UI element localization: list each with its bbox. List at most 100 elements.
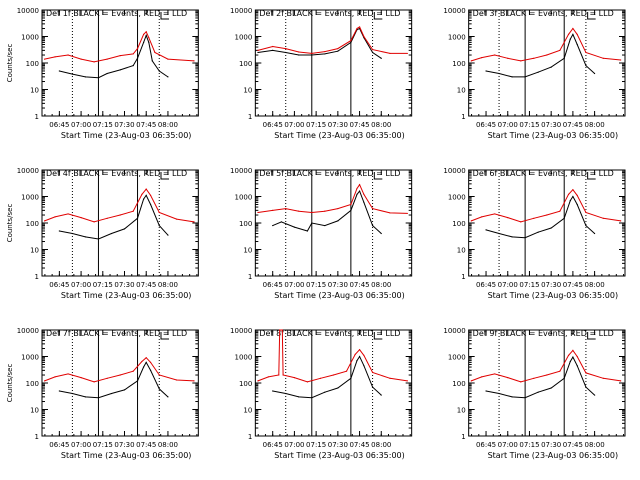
lld-data-point	[132, 53, 134, 55]
events-data-point	[380, 394, 382, 396]
plot-frame	[468, 329, 626, 437]
y-tick-label: 100	[26, 220, 39, 228]
events-series-line	[485, 33, 595, 78]
x-tick-label: 08:00	[585, 441, 605, 449]
lld-data-point	[324, 210, 326, 212]
plot-frame	[41, 169, 199, 277]
x-tick-label: 07:15	[93, 441, 113, 449]
events-data-point	[119, 69, 121, 71]
lld-data-point	[494, 373, 496, 375]
lld-data-point	[54, 216, 56, 218]
lld-data-point	[319, 377, 322, 379]
lld-data-point	[324, 50, 326, 53]
lld-series-line	[471, 188, 621, 223]
x-tick-label: 07:45	[349, 121, 369, 129]
events-data-point	[110, 392, 113, 395]
y-tick-label: 1	[248, 113, 252, 121]
lld-data-point	[520, 60, 522, 62]
chart-panel: Det 4f BLACK = Events, RED = LLD Counts/s…	[6, 167, 199, 300]
events-data-point	[337, 387, 339, 389]
chart-title: Det 8f BLACK = Events, RED = LLD	[259, 329, 400, 338]
lld-data-point	[350, 203, 352, 206]
x-tick-label: 07:00	[284, 441, 304, 449]
lld-data-point	[44, 380, 46, 382]
step-marker	[160, 12, 169, 20]
x-tick-label: 07:00	[498, 121, 518, 129]
events-data-point	[158, 224, 160, 227]
x-tick-label: 07:15	[306, 281, 326, 289]
x-axis-label: Start Time (23-Aug-03 06:35:00)	[488, 131, 619, 140]
x-tick-label: 07:00	[498, 441, 518, 449]
x-tick-label: 07:45	[349, 281, 369, 289]
lld-data-point	[93, 61, 95, 63]
lld-data-point	[132, 210, 134, 212]
lld-data-point	[193, 60, 195, 62]
chart-panel: Det 2f BLACK = Events, RED = LLD Start Ti…	[230, 7, 413, 140]
lld-data-point	[154, 51, 156, 54]
events-data-point	[151, 60, 153, 62]
step-marker	[160, 172, 169, 180]
lld-data-point	[141, 360, 143, 363]
lld-data-point	[143, 33, 145, 36]
lld-data-point	[136, 47, 139, 50]
x-tick-label: 07:15	[519, 281, 539, 289]
events-data-point	[350, 209, 352, 211]
lld-data-point	[272, 45, 274, 48]
lld-data-point	[507, 376, 509, 379]
y-tick-label: 10000	[230, 327, 252, 335]
chart-title: Det 2f BLACK = Events, RED = LLD	[259, 9, 400, 18]
lld-data-point	[406, 212, 408, 215]
events-data-point	[358, 355, 361, 358]
lld-data-point	[298, 51, 300, 53]
y-tick-label: 10	[457, 407, 466, 415]
events-data-point	[363, 365, 365, 367]
events-data-point	[106, 72, 108, 75]
lld-data-point	[559, 370, 561, 372]
lld-data-point	[93, 381, 95, 383]
events-data-point	[537, 231, 539, 233]
lld-data-point	[572, 189, 574, 191]
plot-frame	[468, 169, 626, 277]
events-series-line	[59, 361, 169, 399]
y-tick-label: 100	[452, 380, 465, 388]
lld-series-line	[44, 30, 195, 63]
lld-data-point	[145, 188, 147, 190]
x-tick-label: 07:30	[541, 441, 561, 449]
events-data-point	[563, 217, 565, 219]
x-tick-label: 07:00	[284, 121, 304, 129]
lld-data-point	[602, 57, 604, 59]
events-series-line	[485, 195, 595, 239]
events-data-point	[158, 70, 160, 72]
events-data-point	[148, 41, 150, 43]
events-data-point	[485, 229, 487, 231]
x-tick-label: 06:45	[476, 441, 496, 449]
events-data-point	[71, 392, 73, 395]
lld-series-line	[44, 357, 195, 383]
events-data-point	[145, 194, 147, 197]
chart-title: Det 5f BLACK = Events, RED = LLD	[259, 169, 400, 178]
y-tick-label: 10000	[17, 7, 39, 15]
lld-data-point	[119, 214, 121, 216]
events-data-point	[485, 70, 487, 72]
events-data-point	[280, 221, 282, 223]
events-data-point	[58, 70, 60, 72]
events-data-point	[363, 201, 365, 203]
events-data-point	[511, 236, 513, 238]
x-axis-label: Start Time (23-Aug-03 06:35:00)	[488, 291, 619, 300]
x-tick-label: 08:00	[371, 121, 391, 129]
y-tick-label: 10	[243, 407, 252, 415]
lld-data-point	[106, 58, 108, 60]
events-data-point	[485, 390, 487, 392]
lld-data-point	[507, 57, 509, 59]
events-data-point	[337, 50, 339, 52]
lld-data-point	[176, 379, 178, 381]
y-tick-label: 10000	[443, 7, 465, 15]
lld-data-point	[533, 377, 535, 379]
events-data-point	[371, 224, 374, 227]
events-data-point	[298, 54, 300, 56]
events-data-point	[572, 356, 574, 358]
chart-panel: Det 6f BLACK = Events, RED = LLD Start Ti…	[443, 167, 626, 300]
lld-data-point	[585, 51, 587, 54]
y-axis-label: Counts/sec	[6, 204, 14, 243]
